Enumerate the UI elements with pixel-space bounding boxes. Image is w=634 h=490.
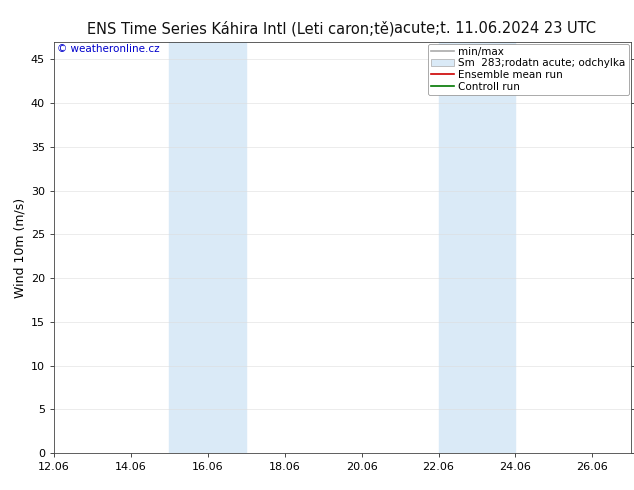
Legend: min/max, Sm  283;rodatn acute; odchylka, Ensemble mean run, Controll run: min/max, Sm 283;rodatn acute; odchylka, … bbox=[428, 44, 629, 95]
Text: © weatheronline.cz: © weatheronline.cz bbox=[57, 44, 159, 54]
Text: ENS Time Series Káhira Intl (Leti caron;tě): ENS Time Series Káhira Intl (Leti caron;… bbox=[87, 21, 395, 37]
Y-axis label: Wind 10m (m/s): Wind 10m (m/s) bbox=[13, 197, 27, 297]
Text: acute;t. 11.06.2024 23 UTC: acute;t. 11.06.2024 23 UTC bbox=[394, 21, 595, 36]
Bar bbox=[169, 42, 246, 453]
Bar bbox=[439, 42, 515, 453]
